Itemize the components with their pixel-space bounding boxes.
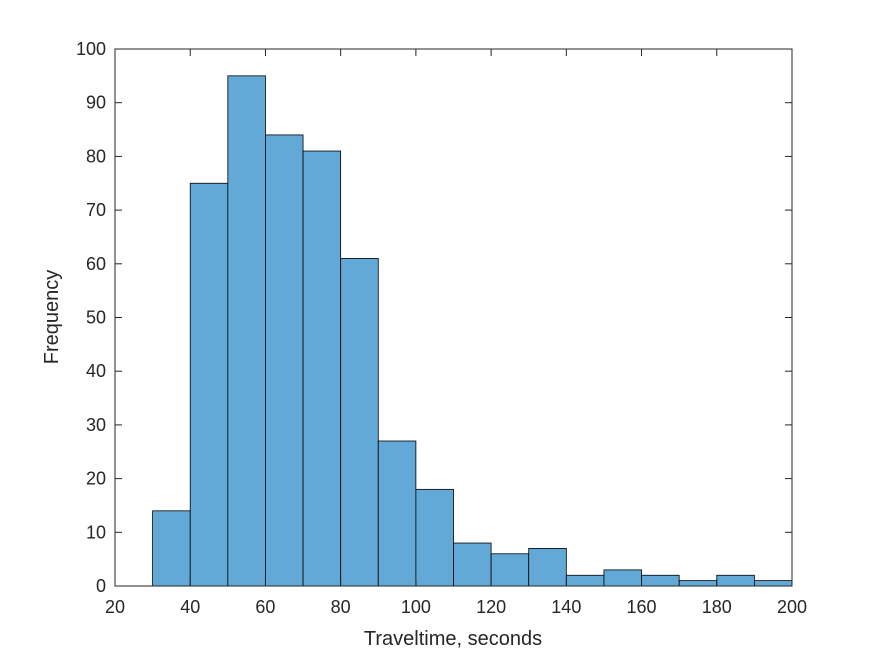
y-tick-label: 100 (76, 39, 106, 59)
y-tick-label: 10 (86, 522, 106, 542)
histogram-bar (753, 580, 793, 587)
histogram-bar (377, 440, 417, 587)
y-tick-label: 50 (86, 308, 106, 328)
x-tick-label: 20 (105, 597, 125, 617)
histogram-bar (189, 182, 229, 587)
histogram-bar (152, 510, 191, 587)
histogram-bar (302, 150, 342, 587)
y-tick-label: 30 (86, 415, 106, 435)
y-tick-label: 70 (86, 200, 106, 220)
histogram-bar (641, 574, 680, 587)
y-tick-label: 80 (86, 146, 106, 166)
histogram-bar (490, 553, 530, 587)
x-tick-label: 160 (627, 597, 657, 617)
y-axis-ticks: 0 10 20 30 40 50 60 70 80 90 100 (76, 39, 792, 596)
x-axis-ticks: 20 40 60 80 100 120 140 160 180 200 (105, 49, 807, 617)
x-tick-label: 40 (180, 597, 200, 617)
histogram-bar (603, 569, 642, 587)
x-tick-label: 60 (255, 597, 275, 617)
y-tick-label: 60 (86, 254, 106, 274)
y-tick-label: 20 (86, 469, 106, 489)
y-tick-label: 40 (86, 361, 106, 381)
y-tick-label: 90 (86, 93, 106, 113)
y-axis-label: Frequency (41, 270, 63, 365)
bars (152, 75, 793, 587)
histogram-bar (265, 134, 304, 587)
x-tick-label: 200 (777, 597, 807, 617)
histogram-bar (227, 75, 266, 587)
x-tick-label: 120 (476, 597, 506, 617)
histogram-bar (415, 488, 454, 587)
x-tick-label: 80 (331, 597, 351, 617)
x-tick-label: 140 (551, 597, 581, 617)
histogram-bar (678, 580, 718, 587)
histogram-bar (453, 542, 492, 587)
x-axis-label: Traveltime, seconds (364, 628, 542, 650)
y-tick-label: 0 (96, 576, 106, 596)
histogram-bar (716, 574, 755, 587)
x-tick-label: 100 (401, 597, 431, 617)
histogram-bar (565, 574, 605, 587)
histogram-bar (528, 548, 567, 587)
x-tick-label: 180 (702, 597, 732, 617)
histogram-bar (340, 258, 379, 587)
